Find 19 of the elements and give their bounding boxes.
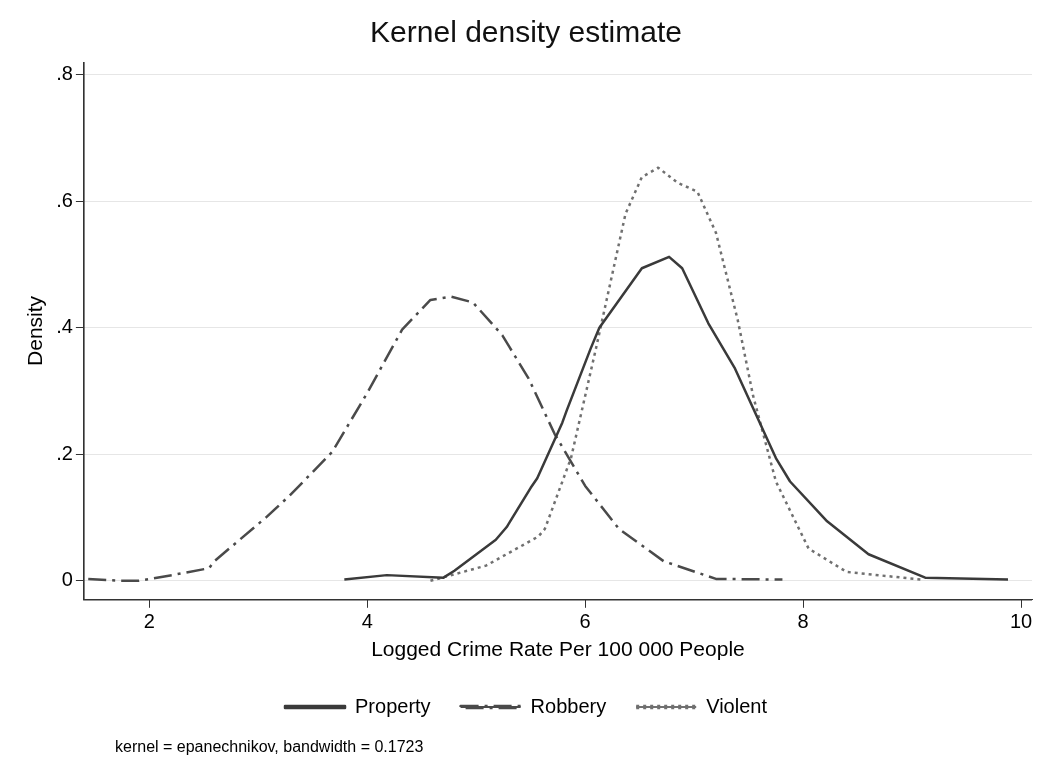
x-tick-label: 4 xyxy=(361,610,373,633)
y-tick-label: 0 xyxy=(61,568,73,591)
legend-label: Property xyxy=(355,694,431,717)
legend-label: Robbery xyxy=(530,694,607,717)
x-tick-label: 8 xyxy=(797,610,809,633)
y-axis-title: Density xyxy=(23,295,47,366)
text: kernel = epanechnikov, bandwidth = 0.1723 xyxy=(115,738,424,755)
x-axis-title: Logged Crime Rate Per 100 000 People xyxy=(371,637,745,661)
line-series xyxy=(86,295,784,583)
legend-label: Violent xyxy=(706,694,768,717)
x-tick-label: 10 xyxy=(1009,610,1033,633)
line-series xyxy=(429,166,923,583)
y-tick-label: .4 xyxy=(56,315,73,338)
y-tick-label: .6 xyxy=(56,188,73,211)
y-tick-label: .8 xyxy=(56,62,73,85)
x-tick-label: 2 xyxy=(143,610,155,633)
y-tick-label: .2 xyxy=(56,441,73,464)
chart-title: Kernel density estimate xyxy=(370,15,682,49)
x-tick-label: 6 xyxy=(579,610,591,633)
